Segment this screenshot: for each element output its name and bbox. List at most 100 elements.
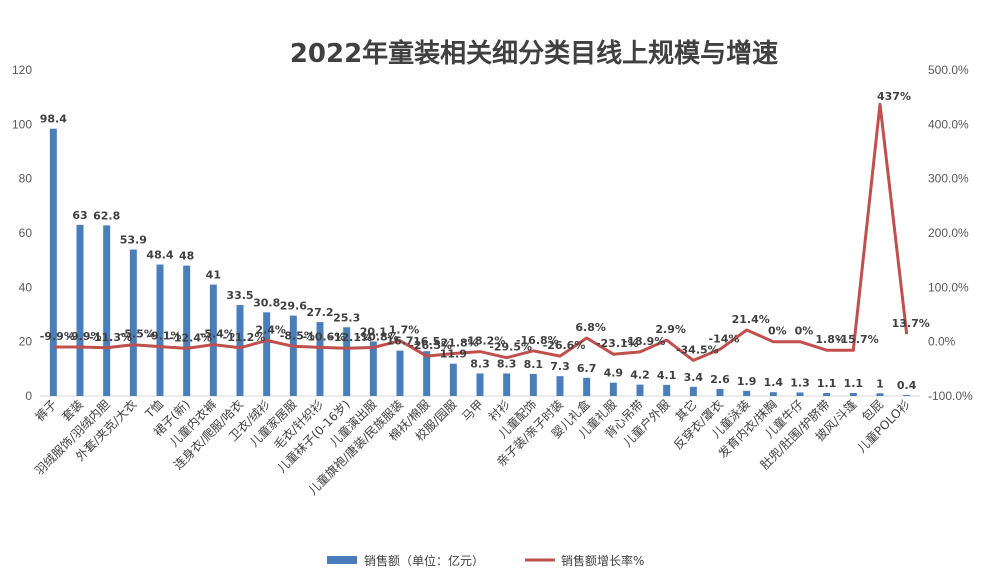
bar-series bbox=[49, 128, 911, 396]
line-data-labels: -9.9%-9.9%-11.3%-5.5%-9.1%-12.4%-5.4%-11… bbox=[40, 90, 930, 356]
right-tick-label: -100.0% bbox=[928, 389, 973, 403]
bar bbox=[449, 363, 457, 396]
bar bbox=[369, 341, 377, 396]
bar bbox=[769, 392, 777, 396]
bar-value-label: 62.8 bbox=[93, 209, 120, 222]
bar-value-label: 63 bbox=[72, 209, 87, 222]
left-axis-ticks: 0 20 40 60 80 100 120 bbox=[12, 63, 32, 403]
bar-value-label: 1.3 bbox=[790, 376, 810, 389]
bar-value-label: 1.9 bbox=[737, 375, 757, 388]
bar bbox=[289, 315, 297, 396]
bar-value-label: 0.4 bbox=[897, 379, 917, 392]
bar bbox=[609, 382, 617, 396]
line-value-label: -23.1% bbox=[596, 337, 639, 350]
bar-value-label: 29.6 bbox=[280, 300, 307, 313]
bar bbox=[423, 351, 431, 396]
bar-value-label: 27.2 bbox=[306, 306, 333, 319]
bar bbox=[503, 373, 511, 396]
left-tick-label: 60 bbox=[19, 226, 33, 240]
bar bbox=[316, 322, 324, 396]
right-axis-ticks: -100.0% 0.0% 100.0% 200.0% 300.0% 400.0% 500.0… bbox=[928, 63, 973, 403]
bar-value-label: 1.1 bbox=[844, 377, 864, 390]
line-value-label: -9.9% bbox=[66, 330, 101, 343]
line-value-label: -12.4% bbox=[169, 331, 212, 344]
bar bbox=[689, 386, 697, 396]
bar-value-label: 1.4 bbox=[764, 376, 784, 389]
bar-value-label: 4.1 bbox=[657, 369, 677, 382]
line-value-label: -10.8% bbox=[356, 331, 399, 344]
bar bbox=[183, 265, 191, 396]
bar-value-label: 2.6 bbox=[710, 373, 730, 386]
growth-line bbox=[53, 102, 909, 362]
bar bbox=[663, 384, 671, 396]
bar-value-label: 53.9 bbox=[120, 234, 147, 247]
line-value-label: -26.6% bbox=[543, 339, 586, 352]
line-value-label: 21.4% bbox=[732, 313, 770, 326]
bar-data-labels: 98.4 63 62.853.9 48.4 48 41 33.530.8 29.627.2 25… bbox=[40, 113, 917, 392]
line-value-label: -11.2% bbox=[223, 331, 266, 344]
line-value-label: 13.7% bbox=[892, 317, 930, 330]
line-value-label: -29.5% bbox=[489, 341, 532, 354]
bar-value-label: 25.3 bbox=[333, 311, 360, 324]
legend-line-label: 销售额增长率% bbox=[561, 553, 644, 568]
bar-value-label: 20.1 bbox=[360, 325, 387, 338]
bar-value-label: 98.4 bbox=[40, 113, 67, 126]
legend: 销售额（单位：亿元） 销售额增长率% bbox=[327, 553, 644, 568]
line-value-label: -14% bbox=[709, 332, 740, 345]
bar-value-label: 3.4 bbox=[684, 371, 704, 384]
category-label: 马甲 bbox=[459, 397, 486, 424]
line-value-label: -18.2% bbox=[463, 335, 506, 348]
legend-bar-label: 销售额（单位：亿元） bbox=[364, 553, 484, 568]
line-value-label: 2.4% bbox=[255, 323, 286, 336]
line-series bbox=[53, 102, 909, 362]
bar bbox=[476, 373, 484, 396]
bar-value-label: 41 bbox=[206, 269, 221, 282]
bar-value-label: 8.3 bbox=[497, 357, 517, 370]
line-value-label: 1.7% bbox=[389, 324, 420, 337]
line-value-label: -12.1% bbox=[329, 331, 372, 344]
left-tick-label: 120 bbox=[12, 63, 32, 77]
bar bbox=[583, 377, 591, 396]
bar bbox=[849, 393, 857, 396]
line-value-label: -21.8% bbox=[436, 337, 479, 350]
bar bbox=[796, 392, 804, 396]
bar bbox=[903, 394, 911, 396]
bar bbox=[209, 284, 217, 396]
line-value-label: -5.5% bbox=[120, 328, 155, 341]
bar-value-label: 30.8 bbox=[253, 296, 280, 309]
bar-value-label: 8.3 bbox=[470, 357, 490, 370]
bar-value-label: 48 bbox=[179, 250, 194, 263]
left-tick-label: 40 bbox=[19, 280, 33, 294]
line-value-label: 0% bbox=[795, 325, 814, 338]
line-value-label: -16.8% bbox=[516, 334, 559, 347]
bar bbox=[716, 388, 724, 396]
line-value-label: -26.5% bbox=[409, 339, 452, 352]
line-value-label: -9.1% bbox=[146, 330, 181, 343]
bar bbox=[103, 225, 111, 396]
bar-value-label: 1.1 bbox=[817, 377, 837, 390]
bar bbox=[876, 393, 884, 396]
left-tick-label: 100 bbox=[12, 117, 32, 131]
bar bbox=[156, 264, 164, 396]
left-tick-label: 0 bbox=[25, 389, 32, 403]
line-value-label: -15.7% bbox=[836, 333, 879, 346]
bar-value-label: 7.3 bbox=[550, 360, 570, 373]
right-tick-label: 100.0% bbox=[928, 280, 969, 294]
bar bbox=[343, 327, 351, 396]
bar-value-label: 48.4 bbox=[146, 249, 173, 262]
bar bbox=[396, 350, 404, 396]
bar-value-label: 6.7 bbox=[577, 362, 597, 375]
bar bbox=[743, 390, 751, 396]
right-tick-label: 200.0% bbox=[928, 226, 969, 240]
line-value-label: -34.5% bbox=[676, 343, 719, 356]
line-value-label: 6.8% bbox=[575, 321, 606, 334]
bar bbox=[49, 128, 57, 396]
bar-value-label: 11.9 bbox=[440, 348, 467, 361]
bar bbox=[263, 312, 271, 396]
bar bbox=[636, 384, 644, 396]
left-tick-label: 80 bbox=[19, 172, 33, 186]
bar-value-label: 4.9 bbox=[604, 367, 624, 380]
line-value-label: -10.6% bbox=[303, 330, 346, 343]
legend-bar-swatch bbox=[327, 556, 357, 564]
